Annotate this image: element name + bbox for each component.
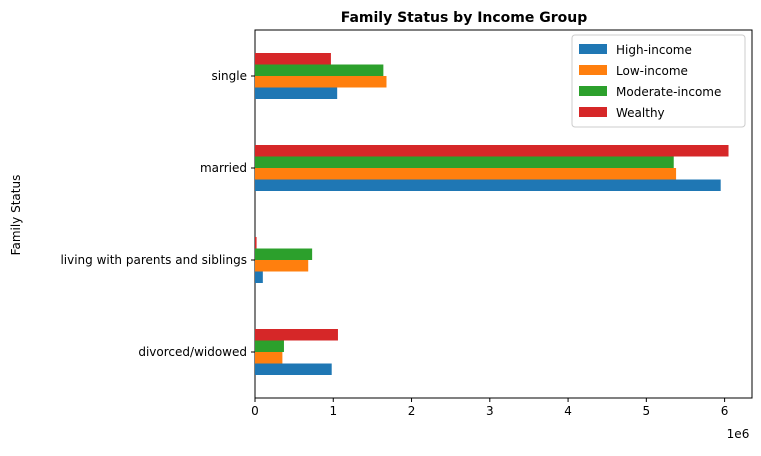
- bar-wealthy-3: [255, 53, 331, 65]
- bar-wealthy-0: [255, 329, 338, 341]
- chart-title: Family Status by Income Group: [341, 10, 588, 26]
- x-tick-label: 1: [329, 404, 337, 418]
- y-tick-label: single: [211, 69, 247, 83]
- bar-wealthy-2: [255, 145, 729, 157]
- bar-wealthy-1: [255, 237, 257, 249]
- x-tick-label: 0: [251, 404, 259, 418]
- axes-frame: [254, 29, 753, 399]
- bar-moderate-income-0: [255, 340, 284, 352]
- bar-moderate-income-3: [255, 64, 384, 76]
- bar-moderate-income-1: [255, 248, 313, 260]
- y-tick-label: divorced/widowed: [138, 345, 247, 359]
- bar-high-income-2: [255, 179, 721, 191]
- legend-label: Low-income: [616, 64, 688, 78]
- legend: High-income Low-income Moderate-income Weal…: [571, 34, 746, 128]
- x-tick-label: 2: [408, 404, 416, 418]
- legend-label: Wealthy: [616, 106, 665, 120]
- legend-swatch: [579, 107, 607, 117]
- x-scale-label: 1e6: [727, 427, 750, 441]
- x-tick-label: 6: [721, 404, 729, 418]
- legend-label: Moderate-income: [616, 85, 721, 99]
- y-axis-label: Family Status: [9, 175, 23, 256]
- legend-swatch: [579, 44, 607, 54]
- bar-low-income-2: [255, 168, 677, 180]
- plot-area: divorced/widowed living with parents and …: [60, 29, 753, 418]
- legend-frame: [571, 34, 746, 128]
- x-tick-label: 4: [564, 404, 572, 418]
- bar-high-income-3: [255, 87, 338, 99]
- bar-low-income-3: [255, 76, 387, 88]
- legend-swatch: [579, 65, 607, 75]
- x-tick-label: 3: [486, 404, 494, 418]
- y-tick-label: living with parents and siblings: [60, 253, 247, 267]
- bar-low-income-1: [255, 260, 309, 272]
- y-tick-label: married: [200, 161, 247, 175]
- bar-low-income-0: [255, 352, 283, 364]
- x-tick-label: 5: [643, 404, 651, 418]
- bar-high-income-1: [255, 271, 263, 283]
- bar-moderate-income-2: [255, 156, 674, 168]
- bar-high-income-0: [255, 363, 332, 375]
- legend-swatch: [579, 86, 607, 96]
- legend-label: High-income: [616, 43, 692, 57]
